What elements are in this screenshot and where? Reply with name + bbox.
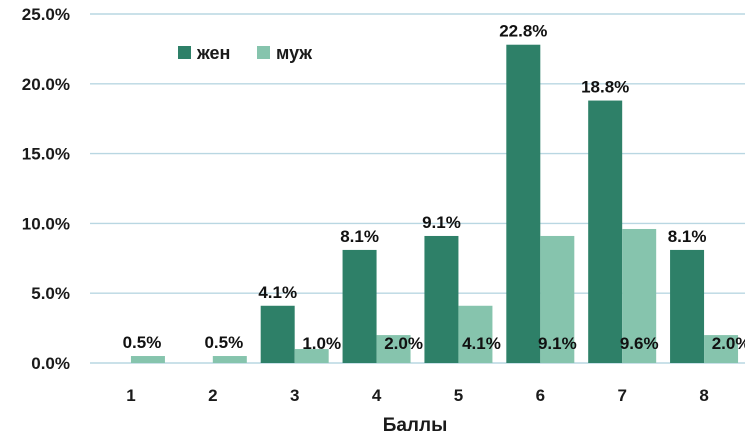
y-tick-label: 10.0% [22,214,70,233]
data-label: 4.1% [462,334,501,353]
data-labels: 0.5% 0.5% 4.1% 1.0% 8.1% 2.0% 9.1% 4.1% 22.8% 9.1… [123,22,745,353]
bars [130,44,739,363]
legend-swatch [257,46,270,59]
bar-male [540,235,575,363]
legend-label: жен [196,43,230,63]
bar-male [212,356,247,363]
data-label: 2.0% [384,334,423,353]
x-tick-label: 5 [454,386,463,405]
data-label: 4.1% [258,283,297,302]
x-tick-label: 1 [126,386,135,405]
bar-male [294,349,329,363]
y-tick-label: 0.0% [31,354,70,373]
data-label: 18.8% [581,78,629,97]
data-label: 8.1% [668,227,707,246]
bar-male [130,356,165,363]
bar-female [260,305,295,363]
x-tick-label: 2 [208,386,217,405]
bar-male [622,228,657,363]
data-label: 1.0% [302,334,341,353]
data-label: 8.1% [340,227,379,246]
data-label: 2.0% [712,334,745,353]
bar-male [376,335,411,363]
data-label: 9.1% [422,213,461,232]
y-tick-label: 20.0% [22,75,70,94]
x-tick-label: 3 [290,386,299,405]
data-label: 0.5% [123,333,162,352]
x-tick-label: 6 [536,386,545,405]
bar-female [506,44,541,363]
bar-female [342,249,377,363]
data-label: 22.8% [499,22,547,41]
bar-female [424,235,459,363]
data-label: 9.6% [620,334,659,353]
data-label: 0.5% [204,333,243,352]
y-axis-ticks: 0.0% 5.0% 10.0% 15.0% 20.0% 25.0% [22,5,70,373]
x-tick-label: 8 [699,386,708,405]
legend: жен муж [178,43,312,63]
x-axis-ticks: 1 2 3 4 5 6 7 8 [126,386,709,405]
legend-swatch [178,46,191,59]
bar-female [670,249,705,363]
y-tick-label: 15.0% [22,145,70,164]
y-tick-label: 5.0% [31,284,70,303]
bar-female [588,100,623,363]
legend-label: муж [276,43,312,63]
y-tick-label: 25.0% [22,5,70,24]
bar-male [704,335,739,363]
data-label: 9.1% [538,334,577,353]
x-axis-title: Баллы [383,415,448,436]
x-tick-label: 7 [617,386,626,405]
bar-male [458,305,493,363]
x-tick-label: 4 [372,386,382,405]
